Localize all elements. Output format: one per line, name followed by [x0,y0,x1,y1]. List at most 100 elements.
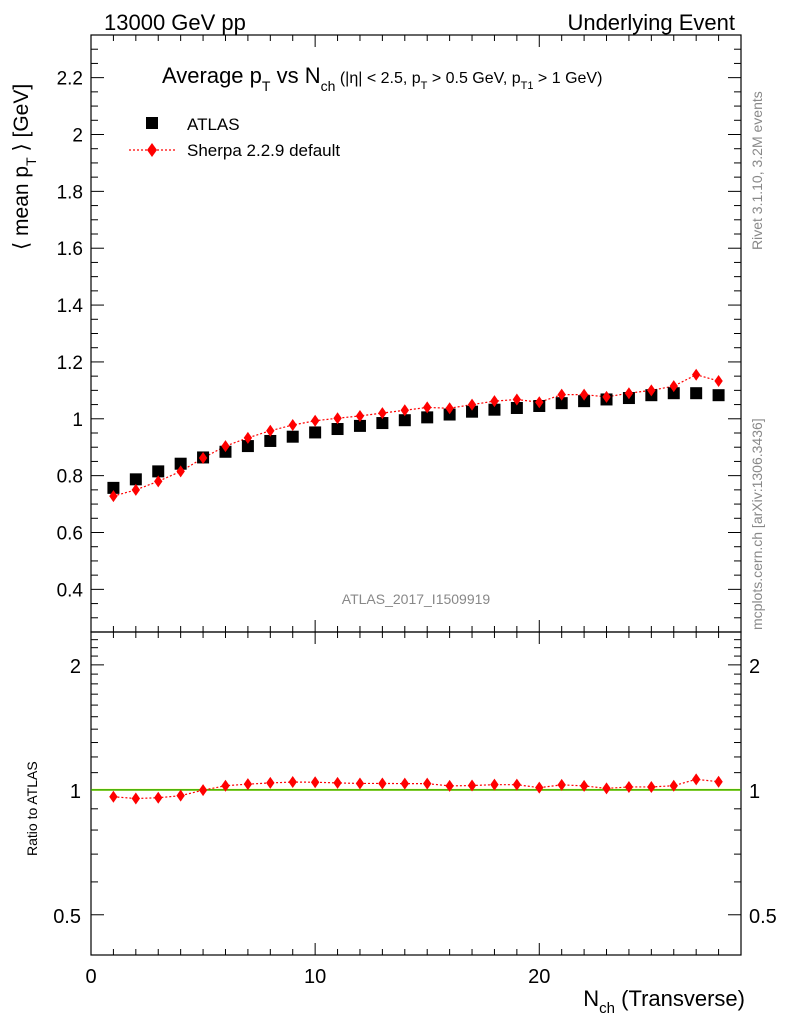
legend-sherpa-label: Sherpa 2.2.9 default [187,141,340,160]
sherpa-point [691,368,701,381]
sherpa-point [400,404,409,417]
ratio-sherpa-point [579,779,589,792]
sherpa-point [490,395,499,408]
sherpa-point [221,440,230,453]
ratio-sherpa-point [333,776,342,789]
atlas-point [174,457,187,470]
ratio-frame [90,631,742,956]
atlas-point [286,430,299,443]
sherpa-point [154,475,163,488]
atlas-point [510,401,523,414]
atlas-point [152,465,165,478]
atlas-point [443,408,456,421]
atlas-point [578,395,591,408]
sherpa-point [333,412,342,425]
ratio-sherpa-point [557,778,566,791]
atlas-point [129,473,142,486]
ratio-sherpa-point [467,779,477,792]
rivet-version-text: Rivet 3.1.10, 3.2M events [749,91,765,250]
sherpa-point [109,490,118,503]
atlas-point [555,397,568,410]
sherpa-point [198,452,208,465]
atlas-point [107,481,120,494]
sherpa-point [288,419,297,432]
ratio-sherpa-point [221,779,230,792]
ratio-sherpa-point [378,777,387,790]
atlas-point [690,387,703,400]
ratio-sherpa-point [176,789,185,802]
sherpa-point [579,388,589,401]
ratio-sherpa-point [243,778,253,791]
sherpa-point [378,407,387,420]
y-tick-label: 1.6 [57,239,83,260]
y-tick-label: 1.2 [57,353,83,374]
atlas-point [398,414,411,427]
ratio-sherpa-point [647,780,656,793]
ratio-sherpa-point [154,791,163,804]
x-tick-label: 20 [528,966,550,988]
ratio-sherpa-point [310,776,320,789]
y-tick-label: 0.8 [57,467,83,488]
y-tick-label: 2.2 [57,69,83,90]
sherpa-point [176,465,185,478]
analysis-watermark: ATLAS_2017_I1509919 [342,591,491,607]
sherpa-point [423,401,432,414]
sherpa-point [602,390,611,403]
ratio-sherpa-point [490,778,499,791]
y-tick-label: 1 [70,781,81,803]
atlas-point [376,417,389,430]
ratio-sherpa-point [131,792,141,805]
atlas-point [264,434,277,447]
legend-sherpa-marker [147,143,157,157]
y-axis-label-ratio: Ratio to ATLAS [24,761,40,856]
ratio-sherpa-point [198,784,208,797]
atlas-point [353,419,366,432]
x-tick-label: 0 [85,966,96,988]
atlas-point [421,411,434,424]
atlas-point [712,389,725,402]
sherpa-point [266,424,275,437]
sherpa-point [310,414,320,427]
sherpa-point [624,387,634,400]
legend-atlas-marker [146,117,158,129]
main-panel: 0.4 0.6 0.8 1 1.2 1.4 1.6 1.8 2 2.2 [57,34,742,633]
y-tick-label: 2 [72,126,83,147]
y-tick-label-right: 0.5 [749,906,777,928]
ratio-sherpa-point [445,779,454,792]
legend-atlas-label: ATLAS [187,115,240,134]
ratio-sherpa-point [691,773,701,786]
y-tick-label: 0.6 [57,524,83,545]
ratio-sherpa-point [602,782,611,795]
ratio-sherpa-point [669,779,678,792]
x-axis-label: Nch (Transverse) [583,986,745,1017]
sherpa-point [355,409,365,422]
header-right: Underlying Event [567,10,735,35]
ratio-sherpa-point [355,777,365,790]
ratio-sherpa-point [266,776,275,789]
ratio-sherpa-point [535,781,544,794]
sherpa-point [467,398,477,411]
header-left: 13000 GeV pp [104,10,246,35]
x-tick-label: 10 [304,966,326,988]
y-tick-label: 0.5 [53,906,81,928]
atlas-point [466,405,479,418]
ratio-sherpa-point [400,777,409,790]
sherpa-point [535,396,544,409]
atlas-point [488,403,501,416]
ratio-panel: 0 10 20 0.5 0.5 1 1 2 2 [53,631,777,988]
mcplots-source-text: mcplots.cern.ch [arXiv:1306.3436] [749,418,765,630]
ratio-sherpa-point [512,778,522,791]
ratio-sherpa-point [714,775,723,788]
y-tick-label: 0.4 [57,580,84,601]
sherpa-point [131,483,141,496]
sherpa-point [669,380,678,393]
atlas-point [241,440,254,453]
ratio-sherpa-point [288,776,297,789]
y-tick-label: 1 [72,410,83,431]
atlas-point [309,426,322,439]
ratio-sherpa-point [423,777,432,790]
atlas-point [667,387,680,400]
plot-title: Average pT vs Nch (|η| < 2.5, pT > 0.5 G… [162,63,602,94]
sherpa-point [714,374,723,387]
y-tick-label-right: 2 [749,656,760,678]
